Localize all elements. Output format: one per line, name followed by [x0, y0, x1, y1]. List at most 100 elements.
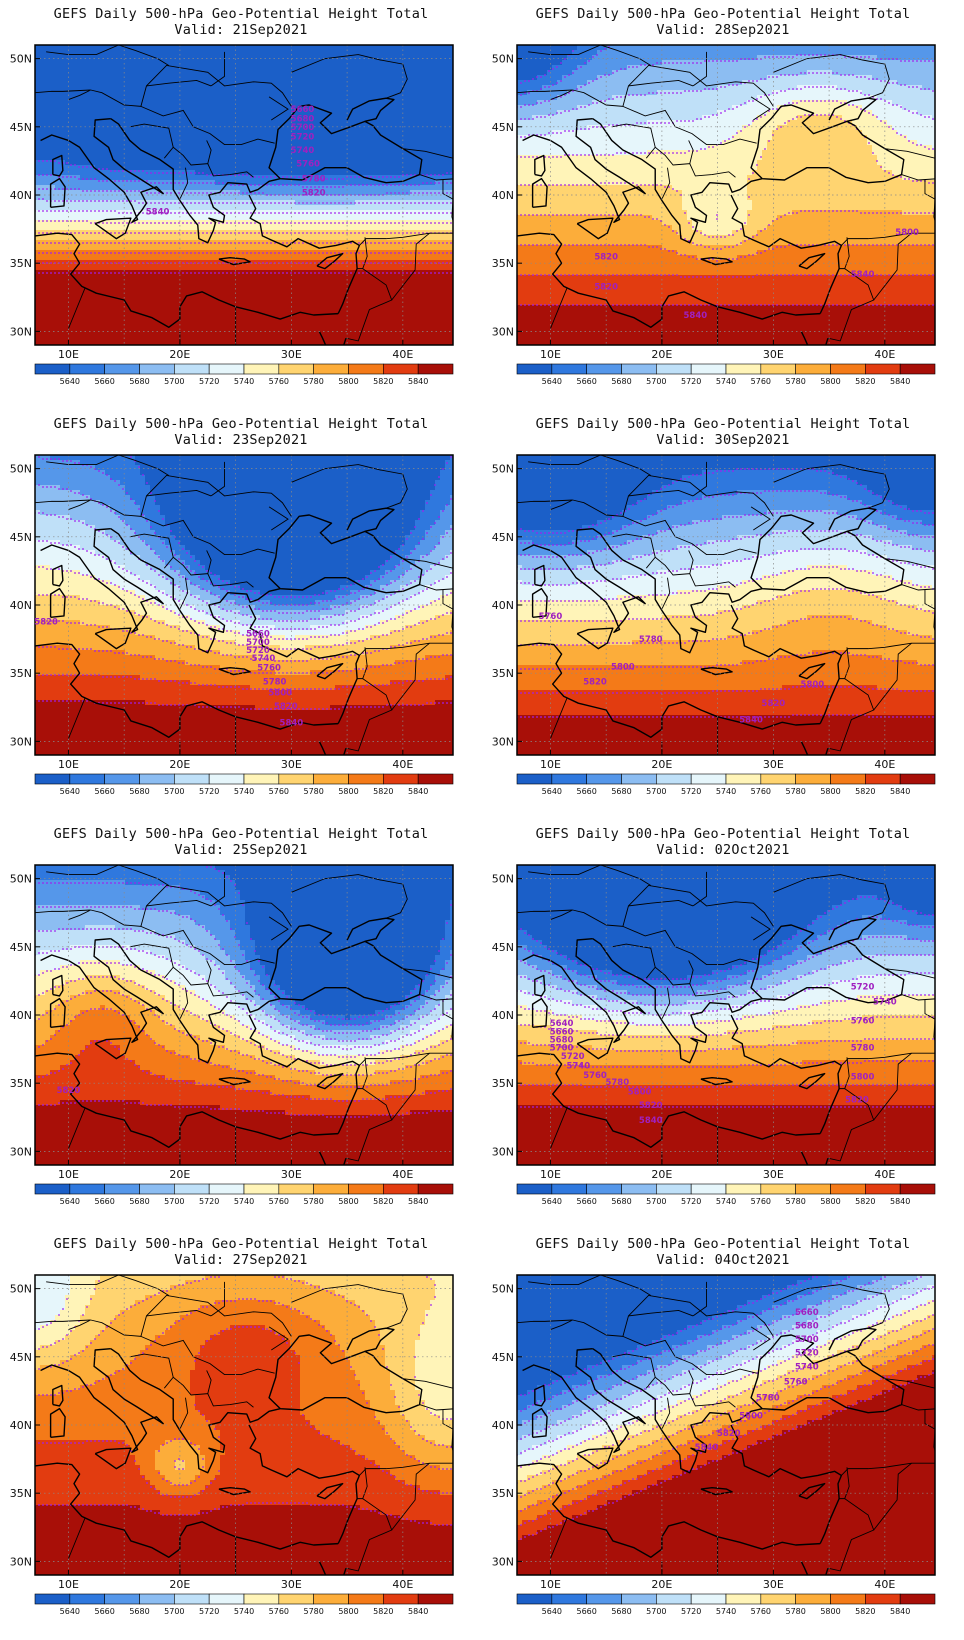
colorbar-label: 5640	[60, 377, 80, 386]
coastlines	[35, 917, 423, 1165]
colorbar-label: 5740	[716, 1607, 736, 1616]
colorbar-swatch	[208, 1183, 245, 1195]
panel-valid-date: Valid: 27Sep2021	[0, 1252, 482, 1268]
lat-tick-label: 30N	[10, 325, 32, 338]
colorbar-swatch	[656, 1183, 692, 1195]
graticule	[517, 865, 935, 1165]
lat-tick-label: 35N	[10, 1077, 32, 1090]
colorbar-swatch	[348, 773, 384, 785]
contour-label: 5840	[695, 1443, 719, 1453]
lon-tick-label: 10E	[58, 758, 79, 771]
colorbar-swatch	[899, 773, 936, 785]
map-panel-28sep: GEFS Daily 500-hPa Geo-Potential Height …	[482, 0, 964, 410]
contour-label: 5740	[291, 146, 315, 156]
contour-label: 5760	[539, 612, 563, 622]
colorbar-label: 5840	[890, 377, 910, 386]
contour-label: 5680	[291, 115, 315, 125]
lon-tick-label: 20E	[169, 348, 190, 361]
panel-title: GEFS Daily 500-hPa Geo-Potential Height …	[482, 6, 964, 22]
map-panel-25sep: GEFS Daily 500-hPa Geo-Potential Height …	[0, 820, 482, 1230]
height-field	[517, 865, 935, 1165]
lat-tick-label: 35N	[10, 257, 32, 270]
colorbar-label: 5840	[890, 1607, 910, 1616]
colorbar-swatch	[383, 1183, 419, 1195]
contour-label: 5800	[895, 228, 919, 238]
lon-tick-label: 10E	[58, 348, 79, 361]
lon-tick-label: 40E	[874, 1168, 895, 1181]
contour-label: 5740	[873, 997, 897, 1007]
colorbar-label: 5720	[199, 1607, 219, 1616]
colorbar-label: 5760	[269, 1197, 289, 1206]
lat-tick-label: 45N	[10, 1351, 32, 1364]
colorbar-swatch	[899, 1593, 936, 1605]
colorbar-swatch	[208, 363, 245, 375]
colorbar-swatch	[516, 1183, 553, 1195]
colorbar-swatch	[830, 1183, 866, 1195]
contour-label: 5820	[594, 282, 618, 292]
lat-tick-label: 30N	[492, 735, 514, 748]
map-panel-21sep: GEFS Daily 500-hPa Geo-Potential Height …	[0, 0, 482, 410]
colorbar-swatch	[313, 363, 349, 375]
lat-tick-label: 45N	[492, 941, 514, 954]
lat-tick-label: 35N	[492, 257, 514, 270]
map-panel-27sep: GEFS Daily 500-hPa Geo-Potential Height …	[0, 1230, 482, 1640]
colorbar-label: 5800	[338, 1607, 358, 1616]
contour-label: 5820	[583, 677, 607, 687]
contour-label: 5820	[717, 1429, 741, 1439]
contour-label: 5820	[639, 1101, 663, 1111]
height-field	[35, 455, 453, 755]
height-field	[35, 865, 453, 1165]
colorbar-swatch	[34, 1183, 71, 1195]
lon-tick-label: 30E	[763, 1578, 784, 1591]
map-panel-30sep: GEFS Daily 500-hPa Geo-Potential Height …	[482, 410, 964, 820]
colorbar-label: 5740	[716, 787, 736, 796]
colorbar-swatch	[139, 773, 175, 785]
contour-label: 5680	[795, 1321, 819, 1331]
colorbar-label: 5660	[94, 787, 114, 796]
colorbar-swatch	[104, 363, 140, 375]
colorbar-label: 5780	[303, 787, 323, 796]
lon-tick-label: 20E	[651, 348, 672, 361]
panel-valid-date: Valid: 02Oct2021	[482, 842, 964, 858]
height-field	[517, 1275, 935, 1575]
lon-tick-label: 40E	[392, 758, 413, 771]
height-field	[35, 1275, 453, 1575]
colorbar-swatch	[621, 363, 657, 375]
colorbar-label: 5740	[234, 787, 254, 796]
colorbar-swatch	[278, 1183, 314, 1195]
colorbar-label: 5700	[164, 377, 184, 386]
colorbar-swatch	[383, 1593, 419, 1605]
lon-tick-label: 10E	[58, 1168, 79, 1181]
coastlines	[517, 1327, 905, 1575]
contour-lines	[35, 456, 452, 710]
colorbar-swatch	[656, 1593, 692, 1605]
contour-lines	[35, 1276, 452, 1526]
colorbar-swatch	[69, 363, 105, 375]
colorbar-label: 5720	[681, 1197, 701, 1206]
lat-tick-label: 45N	[492, 1351, 514, 1364]
lat-tick-label: 40N	[10, 189, 32, 202]
lat-tick-label: 50N	[10, 873, 32, 886]
contour-label: 5680	[550, 1036, 574, 1046]
contour-label: 5780	[851, 1044, 875, 1054]
lon-tick-label: 10E	[58, 1578, 79, 1591]
contour-label: 5760	[257, 664, 281, 674]
lat-tick-label: 50N	[10, 53, 32, 66]
colorbar: 5640 5660 5680 5700 5720 5740 5760 5780 5800 5820…	[516, 1593, 936, 1616]
lat-tick-label: 40N	[10, 1419, 32, 1432]
colorbar-label: 5800	[820, 377, 840, 386]
colorbar-label: 5840	[408, 1607, 428, 1616]
contour-label: 5840	[851, 270, 875, 280]
lat-tick-label: 45N	[492, 121, 514, 134]
contour-label: 5700	[291, 123, 315, 133]
lon-tick-label: 30E	[281, 758, 302, 771]
lat-tick-label: 40N	[492, 1009, 514, 1022]
contour-label: 5840	[280, 718, 304, 728]
colorbar-swatch	[174, 1593, 210, 1605]
graticule	[517, 45, 935, 345]
